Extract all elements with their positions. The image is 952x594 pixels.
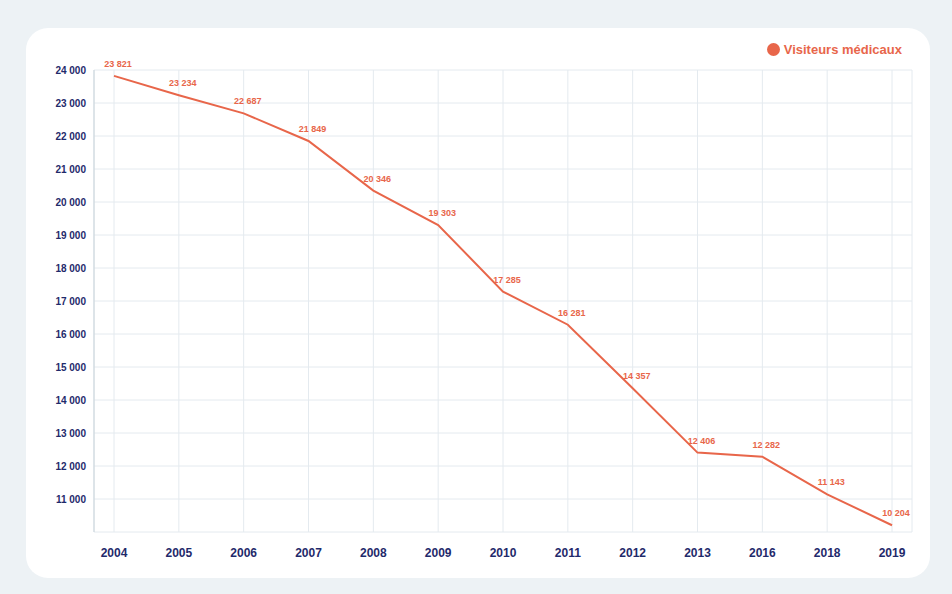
svg-text:2009: 2009 bbox=[425, 546, 452, 560]
svg-text:17 285: 17 285 bbox=[493, 275, 521, 285]
svg-text:20 346: 20 346 bbox=[364, 174, 392, 184]
svg-text:15 000: 15 000 bbox=[55, 362, 86, 373]
svg-text:23 821: 23 821 bbox=[104, 59, 132, 69]
svg-text:2019: 2019 bbox=[879, 546, 906, 560]
svg-text:2005: 2005 bbox=[165, 546, 192, 560]
svg-text:16 281: 16 281 bbox=[558, 308, 586, 318]
svg-text:2016: 2016 bbox=[749, 546, 776, 560]
svg-text:19 000: 19 000 bbox=[55, 230, 86, 241]
svg-text:21 849: 21 849 bbox=[299, 124, 327, 134]
svg-text:20 000: 20 000 bbox=[55, 197, 86, 208]
html-text:Visiteurs médicaux: Visiteurs médicaux bbox=[783, 42, 902, 57]
svg-text:22 687: 22 687 bbox=[234, 96, 262, 106]
svg-text:2013: 2013 bbox=[684, 546, 711, 560]
svg-text:18 000: 18 000 bbox=[55, 263, 86, 274]
svg-text:23 000: 23 000 bbox=[55, 98, 86, 109]
svg-text:12 406: 12 406 bbox=[688, 436, 716, 446]
svg-text:22 000: 22 000 bbox=[55, 131, 86, 142]
svg-text:10 204: 10 204 bbox=[882, 508, 910, 518]
svg-text:11 143: 11 143 bbox=[818, 477, 845, 487]
svg-text:16 000: 16 000 bbox=[55, 329, 86, 340]
svg-text:2011: 2011 bbox=[555, 546, 581, 560]
svg-text:2012: 2012 bbox=[619, 546, 646, 560]
svg-text:19 303: 19 303 bbox=[428, 208, 456, 218]
svg-text:12 282: 12 282 bbox=[753, 440, 781, 450]
svg-text:2004: 2004 bbox=[101, 546, 128, 560]
svg-text:17 000: 17 000 bbox=[55, 296, 86, 307]
svg-text:2018: 2018 bbox=[814, 546, 841, 560]
svg-text:2010: 2010 bbox=[490, 546, 517, 560]
svg-text:24 000: 24 000 bbox=[55, 65, 86, 76]
svg-text:11 000: 11 000 bbox=[56, 494, 86, 505]
svg-text:23 234: 23 234 bbox=[169, 78, 197, 88]
svg-text:14 000: 14 000 bbox=[55, 395, 86, 406]
svg-text:2008: 2008 bbox=[360, 546, 387, 560]
svg-text:12 000: 12 000 bbox=[55, 461, 86, 472]
svg-text:14 357: 14 357 bbox=[623, 371, 651, 381]
svg-text:13 000: 13 000 bbox=[55, 428, 86, 439]
svg-text:2006: 2006 bbox=[230, 546, 257, 560]
svg-text:2007: 2007 bbox=[295, 546, 322, 560]
svg-text:21 000: 21 000 bbox=[55, 164, 86, 175]
